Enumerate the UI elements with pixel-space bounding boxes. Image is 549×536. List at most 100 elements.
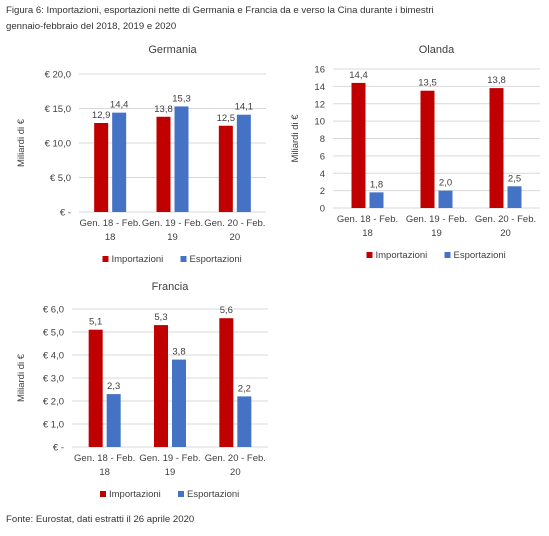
olanda-data-label: 13,5 [418, 78, 437, 89]
francia-y-tick-label: € 3,0 [43, 374, 64, 385]
figure-caption: Figura 6: Importazioni, esportazioni net… [6, 3, 546, 35]
francia-x-tick-label: Gen. 19 - Feb. [139, 453, 200, 464]
olanda-y-tick-label: 10 [314, 117, 325, 128]
germania-bar-esportazioni [174, 106, 189, 212]
chart-francia-svg: Francia Miliardi di € € - € 1,0 € 2,0 € 3,0 € … [16, 281, 268, 500]
francia-legend-label: Esportazioni [187, 489, 239, 500]
germania-bar-importazioni [218, 125, 233, 212]
olanda-title: Olanda [419, 44, 455, 56]
germania-x-tick-label: 20 [230, 232, 241, 243]
olanda-x-tick-label: Gen. 18 - Feb. [337, 214, 398, 225]
chart-francia: Francia Miliardi di € € - € 1,0 € 2,0 € 3,0 € … [4, 276, 276, 513]
germania-x-tick-label: Gen. 20 - Feb. [204, 218, 265, 229]
francia-x-tick-label: 19 [165, 467, 176, 478]
francia-y-tick-label: € 5,0 [43, 328, 64, 339]
francia-data-label: 2,3 [107, 381, 120, 392]
francia-x-tick-label: Gen. 20 - Feb. [205, 453, 266, 464]
olanda-x-tick-label: 19 [431, 228, 442, 239]
francia-bar-importazioni [88, 329, 103, 447]
francia-data-label: 5,3 [154, 312, 167, 323]
francia-data-label: 2,2 [238, 383, 251, 394]
olanda-y-tick-label: 2 [320, 186, 325, 197]
francia-data-label: 5,6 [220, 305, 233, 316]
francia-data-label: 5,1 [89, 317, 102, 328]
olanda-bar-esportazioni [507, 186, 522, 208]
olanda-y-tick-label: 8 [320, 134, 325, 145]
germania-x-tick-label: Gen. 19 - Feb. [142, 218, 203, 229]
germania-x-tick-label: 19 [167, 232, 178, 243]
germania-legend-label: Esportazioni [190, 254, 242, 265]
francia-y-tick-label: € 4,0 [43, 351, 64, 362]
germania-x-tick-label: Gen. 18 - Feb. [80, 218, 141, 229]
francia-y-tick-label: € - [53, 443, 64, 454]
olanda-y-tick-label: 16 [314, 65, 325, 76]
francia-bar-esportazioni [172, 359, 186, 447]
francia-legend-swatch-esportazioni [178, 491, 184, 497]
chart-germania-svg: Germania Miliardi di € € - € 5,0 € 10,0 € 15,… [16, 44, 266, 265]
olanda-x-tick-label: 20 [500, 228, 511, 239]
germania-data-label: 13,8 [154, 104, 173, 115]
germania-y-tick-label: € 10,0 [45, 139, 71, 150]
germania-y-tick-label: € - [60, 208, 71, 219]
germania-data-label: 14,4 [110, 100, 129, 111]
francia-bar-esportazioni [106, 394, 121, 447]
olanda-y-tick-label: 4 [320, 169, 325, 180]
germania-bar-importazioni [94, 122, 109, 212]
olanda-x-tick-label: Gen. 20 - Feb. [475, 214, 536, 225]
olanda-data-label: 13,8 [487, 75, 506, 86]
germania-title: Germania [148, 44, 197, 56]
olanda-y-tick-label: 14 [314, 82, 325, 93]
olanda-x-tick-label: Gen. 19 - Feb. [406, 214, 467, 225]
francia-bar-importazioni [219, 318, 234, 447]
olanda-bar-importazioni [489, 88, 504, 208]
caption-line-2: gennaio-febbraio del 2018, 2019 e 2020 [6, 21, 177, 32]
germania-legend-label: Importazioni [112, 254, 164, 265]
francia-y-axis-label: Miliardi di € [16, 353, 27, 402]
olanda-legend-swatch-importazioni [366, 252, 373, 258]
francia-y-tick-label: € 2,0 [43, 397, 64, 408]
olanda-bar-importazioni [420, 90, 435, 208]
germania-legend-swatch-esportazioni [180, 256, 187, 262]
germania-bar-esportazioni [112, 112, 127, 212]
olanda-bar-esportazioni [369, 192, 384, 208]
germania-y-tick-label: € 15,0 [45, 104, 71, 115]
francia-bar-importazioni [154, 325, 168, 447]
olanda-legend-label: Importazioni [376, 250, 428, 261]
olanda-data-label: 1,8 [370, 179, 383, 190]
germania-data-label: 12,5 [217, 113, 236, 124]
chart-germania: Germania Miliardi di € € - € 5,0 € 10,0 € 15,… [4, 38, 276, 275]
chart-olanda: Olanda Miliardi di € 0 2 4 6 8 10 12 14 16 14,4 1,8 G… [282, 38, 547, 275]
germania-legend-swatch-importazioni [102, 256, 109, 262]
germania-data-label: 12,9 [92, 110, 111, 121]
francia-title: Francia [152, 281, 190, 293]
source-note: Fonte: Eurostat, dati estratti il 26 apr… [6, 514, 195, 525]
francia-legend-swatch-importazioni [100, 491, 106, 497]
francia-x-tick-label: 20 [230, 467, 241, 478]
olanda-legend-swatch-esportazioni [444, 252, 451, 258]
germania-y-tick-label: € 5,0 [50, 173, 71, 184]
olanda-y-tick-label: 6 [320, 151, 325, 162]
germania-y-tick-label: € 20,0 [45, 70, 71, 81]
francia-legend-label: Importazioni [109, 489, 161, 500]
olanda-y-tick-label: 12 [314, 99, 325, 110]
chart-olanda-svg: Olanda Miliardi di € 0 2 4 6 8 10 12 14 16 14,4 1,8 G… [290, 44, 540, 261]
olanda-legend-label: Esportazioni [454, 250, 506, 261]
francia-x-tick-label: Gen. 18 - Feb. [74, 453, 135, 464]
caption-line-1: Figura 6: Importazioni, esportazioni net… [6, 5, 434, 16]
francia-data-label: 3,8 [172, 347, 185, 358]
germania-bar-esportazioni [236, 114, 251, 212]
francia-y-tick-label: € 1,0 [43, 420, 64, 431]
olanda-y-tick-label: 0 [320, 204, 325, 215]
germania-data-label: 14,1 [235, 102, 254, 113]
germania-x-tick-label: 18 [105, 232, 116, 243]
olanda-y-axis-label: Miliardi di € [290, 114, 301, 163]
germania-y-axis-label: Miliardi di € [16, 118, 27, 167]
germania-bar-importazioni [156, 116, 171, 212]
francia-x-tick-label: 18 [99, 467, 110, 478]
olanda-data-label: 2,5 [508, 173, 521, 184]
francia-y-tick-label: € 6,0 [43, 305, 64, 316]
olanda-x-tick-label: 18 [362, 228, 373, 239]
francia-bar-esportazioni [237, 396, 252, 447]
olanda-bar-importazioni [351, 82, 366, 208]
olanda-data-label: 2,0 [439, 178, 452, 189]
